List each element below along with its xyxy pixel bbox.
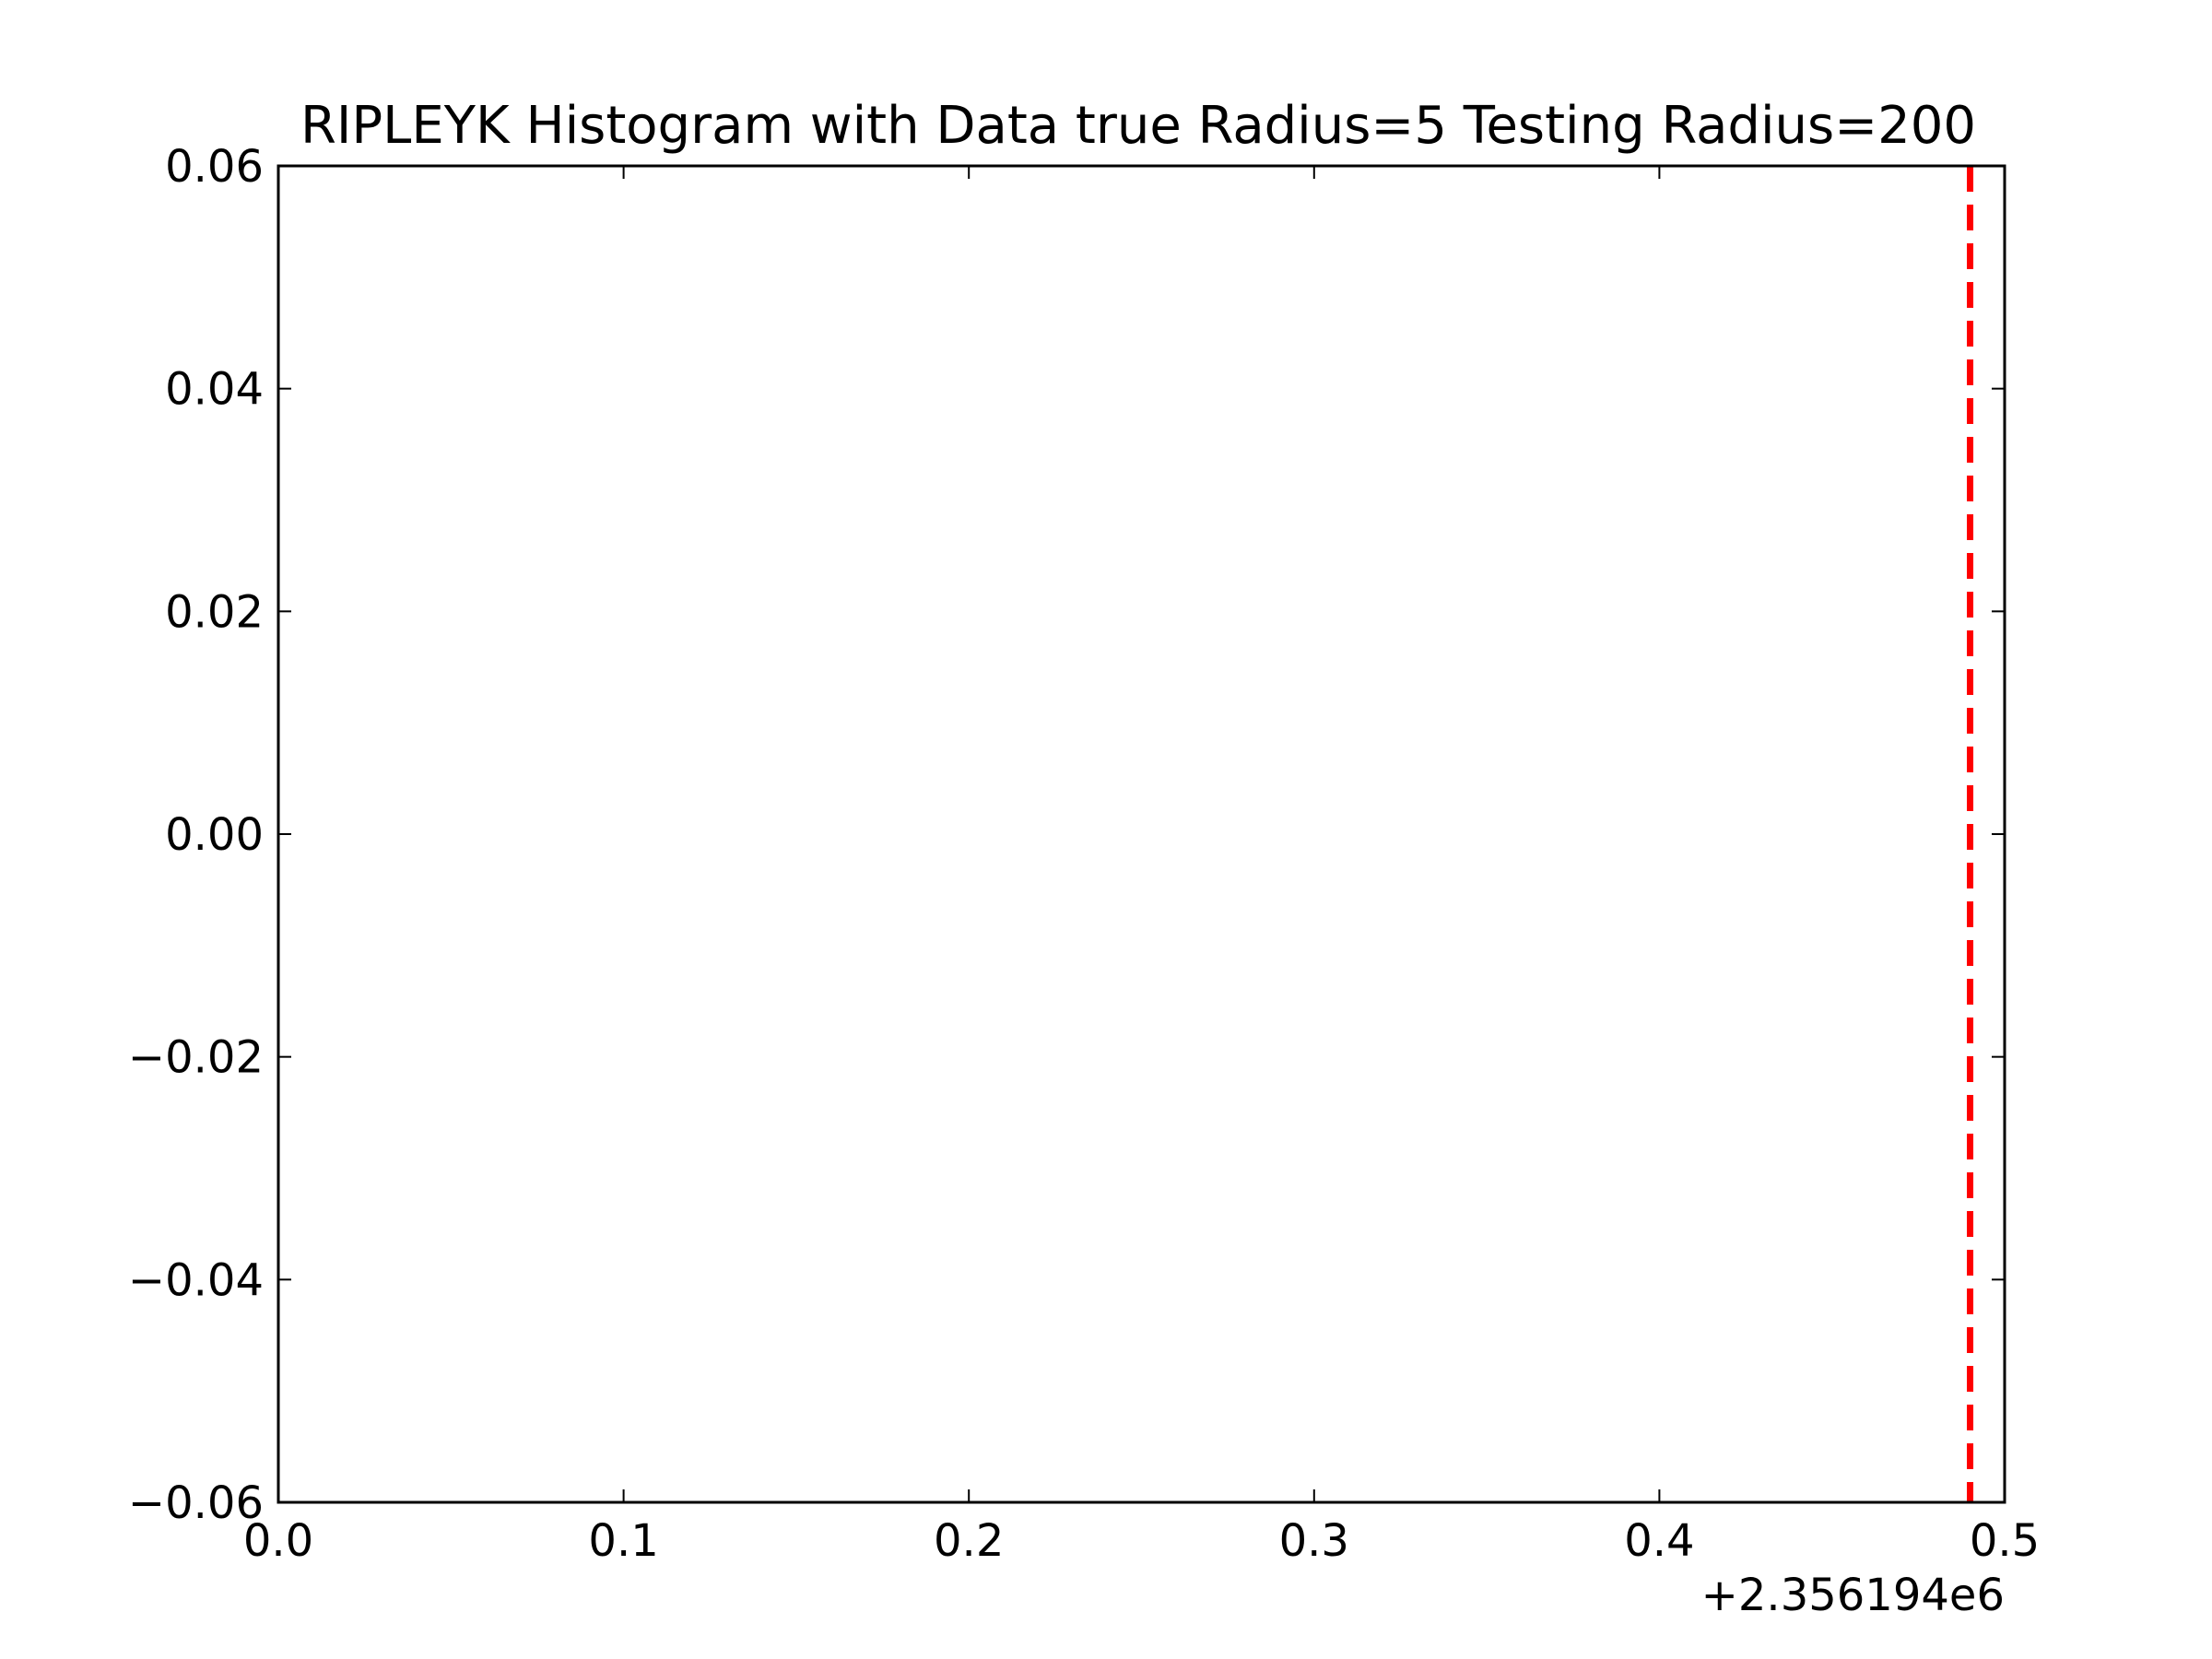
y-tick-label: 0.00	[165, 809, 264, 861]
x-offset-label: +2.356194e6	[1701, 1570, 2005, 1621]
chart-title: RIPLEYK Histogram with Data true Radius=…	[300, 96, 1976, 156]
x-tick-label: 0.5	[1970, 1515, 2040, 1567]
y-tick-label: 0.04	[165, 364, 264, 416]
plot-frame	[276, 164, 2006, 1504]
x-tick-label: 0.0	[243, 1515, 313, 1567]
y-tick-label: −0.04	[128, 1254, 264, 1306]
x-tick-label: 0.3	[1279, 1515, 1349, 1567]
y-tick-label: 0.02	[165, 586, 264, 638]
y-tick-label: −0.02	[128, 1032, 264, 1084]
y-tick-label: −0.06	[128, 1477, 264, 1529]
y-tick-label: 0.06	[165, 141, 264, 193]
x-tick-label: 0.2	[934, 1515, 1004, 1567]
x-tick-label: 0.1	[588, 1515, 658, 1567]
x-tick-label: 0.4	[1624, 1515, 1694, 1567]
